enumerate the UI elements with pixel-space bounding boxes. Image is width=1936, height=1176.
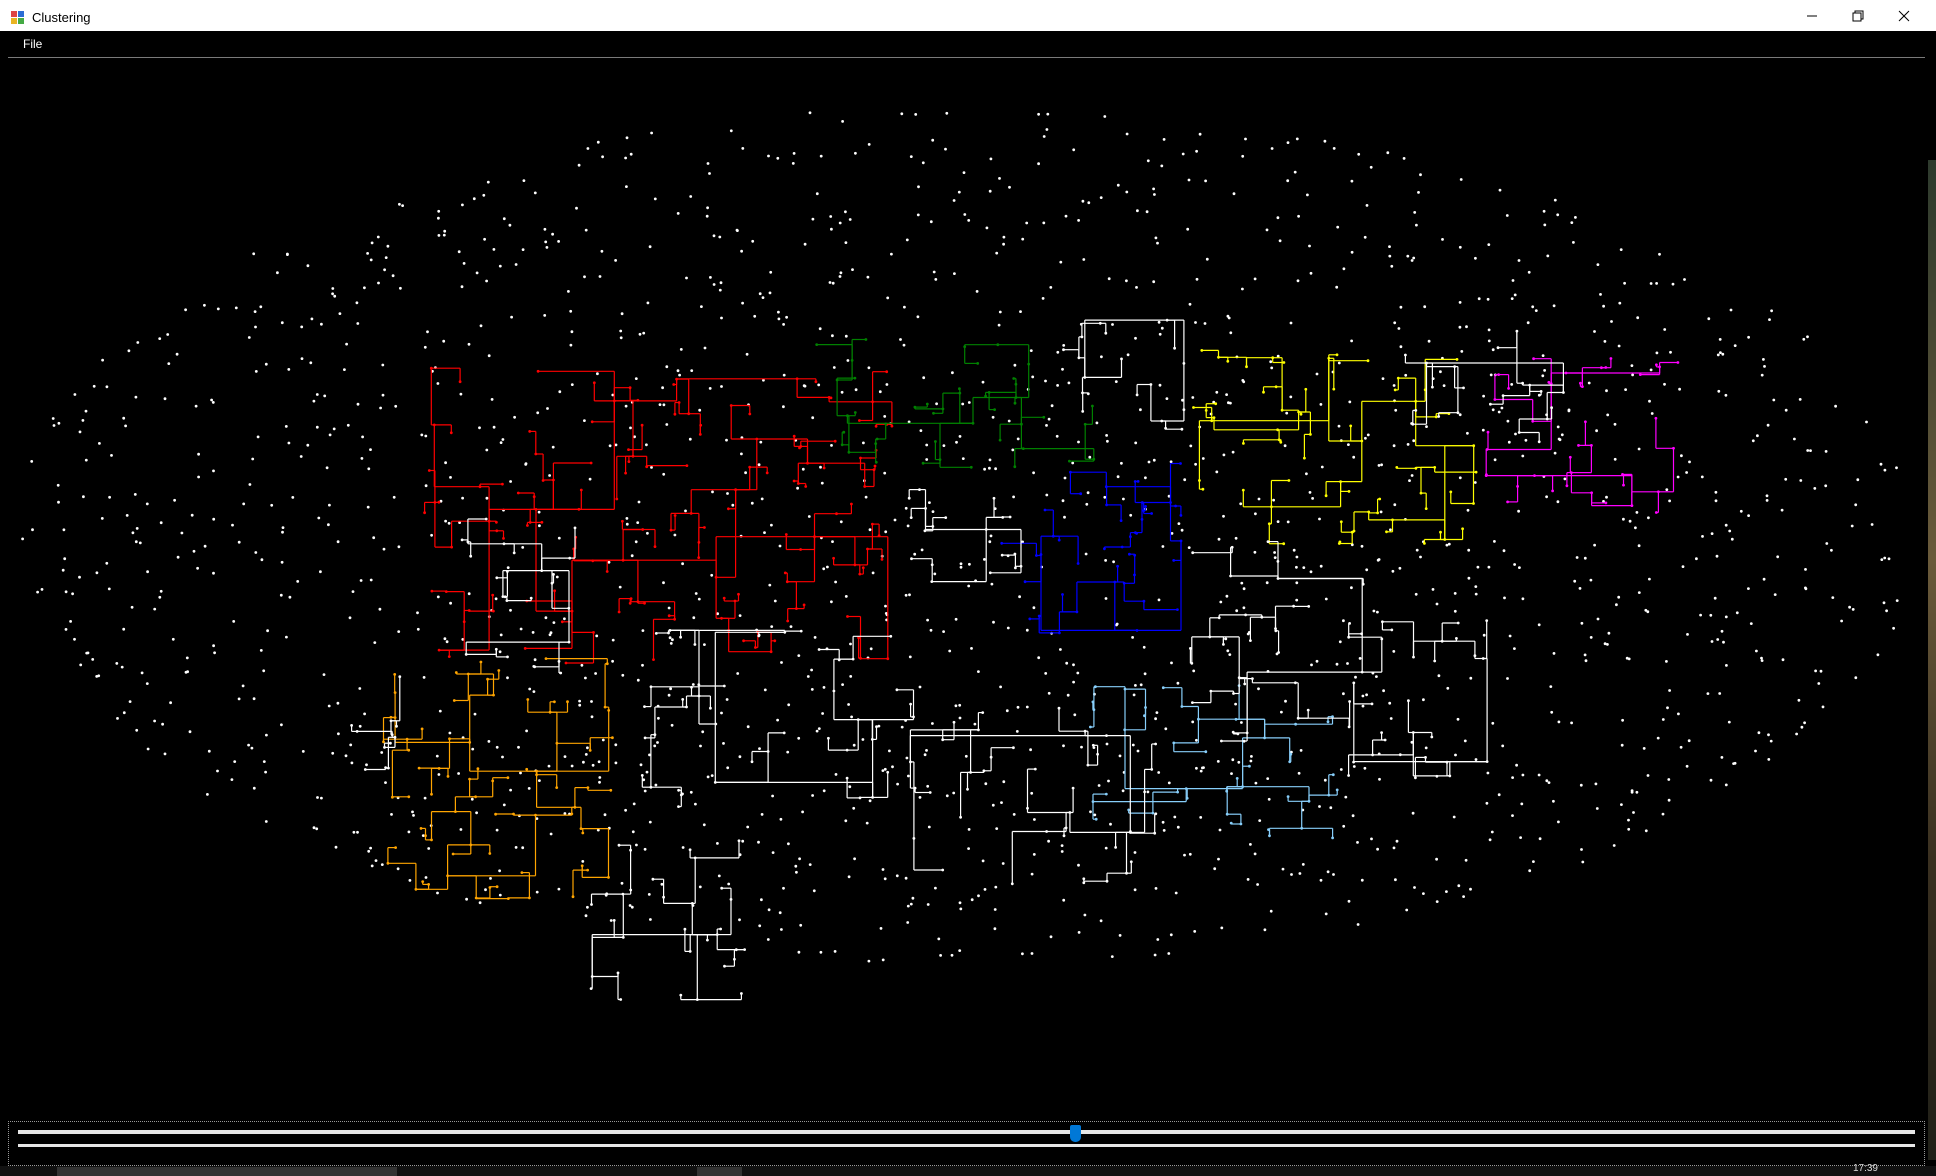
restore-icon xyxy=(1852,10,1864,21)
taskbar-item[interactable] xyxy=(57,1167,397,1176)
slider-thumb[interactable] xyxy=(1070,1125,1081,1142)
cluster-plot xyxy=(21,111,1899,1001)
taskbar-item[interactable] xyxy=(697,1167,742,1176)
minimize-button[interactable] xyxy=(1789,0,1835,31)
background-window-edge xyxy=(1928,160,1936,1160)
close-icon xyxy=(1898,10,1910,21)
minimize-icon xyxy=(1807,15,1817,16)
threshold-slider-panel xyxy=(8,1121,1925,1166)
slider-track-ticks xyxy=(18,1144,1915,1147)
cluster-canvas[interactable] xyxy=(8,57,1925,1121)
close-button[interactable] xyxy=(1881,0,1927,31)
app-icon xyxy=(11,11,25,25)
clock-text: 17:39 xyxy=(1852,1163,1878,1174)
window-title: Clustering xyxy=(32,10,91,25)
taskbar-strip: 17:39 xyxy=(0,1163,1936,1176)
restore-button[interactable] xyxy=(1835,0,1881,31)
title-bar: Clustering xyxy=(0,0,1936,31)
menu-file[interactable]: File xyxy=(23,37,43,51)
menu-bar: File xyxy=(0,31,1936,57)
slider-track[interactable] xyxy=(18,1130,1915,1134)
